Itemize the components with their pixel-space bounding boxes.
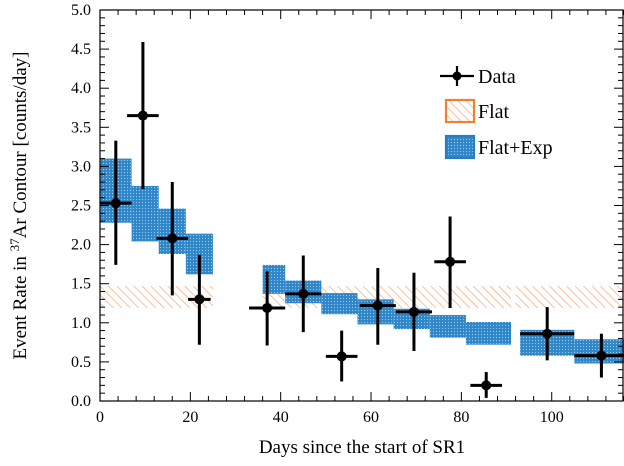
legend-label-flat-exp: Flat+Exp <box>478 137 553 159</box>
data-point-11 <box>520 307 575 361</box>
legend-flat-exp-swatch <box>444 134 476 160</box>
y-axis-label-suffix: Ar Contour [counts/day] <box>10 52 31 239</box>
data-point-11-marker <box>542 328 553 339</box>
data-point-4-marker <box>262 302 273 313</box>
data-point-0 <box>100 140 132 265</box>
data-point-5 <box>285 255 322 333</box>
data-point-12-marker <box>596 350 607 361</box>
data-point-1-marker <box>137 110 148 121</box>
y-tick-label-3.0: 3.0 <box>71 158 91 175</box>
y-tick-label-3.5: 3.5 <box>71 119 91 136</box>
x-tick-label-40: 40 <box>273 409 289 426</box>
flat-exp-bin-10 <box>465 322 512 345</box>
flat-band-2 <box>515 286 624 308</box>
data-point-10-marker <box>481 380 492 391</box>
y-tick-label-2.0: 2.0 <box>71 237 91 254</box>
data-point-4 <box>249 271 286 346</box>
x-axis-label: Days since the start of SR1 <box>259 437 465 458</box>
legend-flat-swatch <box>444 98 476 124</box>
y-tick-label-4.0: 4.0 <box>71 80 91 97</box>
x-tick-label-100: 100 <box>540 409 564 426</box>
y-tick-label-4.5: 4.5 <box>71 41 91 58</box>
y-tick-label-1.0: 1.0 <box>71 315 91 332</box>
data-point-12 <box>574 333 624 378</box>
data-point-10 <box>470 372 503 398</box>
data-points-layer <box>100 42 624 398</box>
legend-label-flat: Flat <box>478 101 510 123</box>
data-point-9-marker <box>445 256 456 267</box>
y-tick-label-5.0: 5.0 <box>71 2 91 19</box>
flat-exp-bin-9 <box>429 314 466 338</box>
y-tick-label-0.0: 0.0 <box>71 393 91 410</box>
flat-exp-bin-8 <box>393 308 430 330</box>
data-point-3 <box>188 254 211 345</box>
y-axis-label-prefix: Event Rate in <box>10 251 31 359</box>
flat-exp-bin-1 <box>131 185 159 242</box>
data-point-3-marker <box>194 294 205 305</box>
data-point-6-marker <box>336 351 347 362</box>
data-point-5-marker <box>298 288 309 299</box>
legend-entry-flat: Flat <box>444 98 510 124</box>
flat-exp-bin-6 <box>321 293 358 315</box>
legend-entry-data: Data <box>440 66 516 88</box>
legend-label-data: Data <box>478 66 516 88</box>
legend-data-marker <box>452 71 462 81</box>
data-point-7-marker <box>372 300 383 311</box>
data-point-7 <box>359 268 396 345</box>
x-tick-label-60: 60 <box>363 409 379 426</box>
data-point-8 <box>395 272 433 351</box>
y-tick-label-0.5: 0.5 <box>71 354 91 371</box>
axis-ticks: 0 20 40 60 80 100 0.0 0.5 1.0 1.5 2.0 2.5 3.0 3.5 4.0 4… <box>71 2 624 426</box>
flat-band-0 <box>100 286 213 308</box>
x-tick-label-20: 20 <box>182 409 198 426</box>
data-point-2 <box>156 182 189 296</box>
y-tick-label-1.5: 1.5 <box>71 276 91 293</box>
data-point-1 <box>127 42 159 190</box>
data-point-0-marker <box>110 198 121 209</box>
y-axis-label-superscript: 37 <box>7 238 22 252</box>
legend-entry-flat-exp: Flat+Exp <box>444 134 553 160</box>
x-tick-label-80: 80 <box>453 409 469 426</box>
y-tick-label-2.5: 2.5 <box>71 198 91 215</box>
data-point-9 <box>434 216 466 308</box>
legend: Data Flat Flat+Exp <box>440 66 553 160</box>
x-tick-label-0: 0 <box>96 409 104 426</box>
data-point-8-marker <box>408 306 419 317</box>
data-point-6 <box>325 330 358 382</box>
y-axis-label: Event Rate in 37Ar Contour [counts/day] <box>7 52 32 360</box>
data-point-2-marker <box>167 233 178 244</box>
